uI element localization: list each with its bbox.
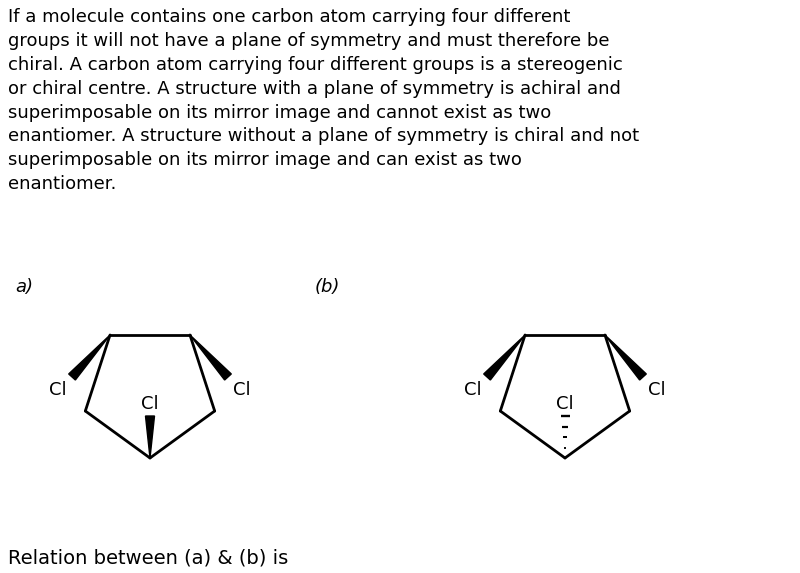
Text: Cl: Cl	[556, 395, 574, 413]
Polygon shape	[190, 335, 231, 380]
Text: Cl: Cl	[233, 381, 250, 399]
Text: Cl: Cl	[465, 381, 482, 399]
Polygon shape	[69, 335, 110, 380]
Text: If a molecule contains one carbon atom carrying four different
groups it will no: If a molecule contains one carbon atom c…	[8, 8, 639, 193]
Text: Relation between (a) & (b) is: Relation between (a) & (b) is	[8, 548, 288, 567]
Text: (b): (b)	[315, 278, 340, 296]
Polygon shape	[605, 335, 646, 380]
Polygon shape	[146, 416, 154, 458]
Text: Cl: Cl	[141, 395, 159, 413]
Text: Cl: Cl	[50, 381, 67, 399]
Polygon shape	[484, 335, 525, 380]
Text: a): a)	[15, 278, 33, 296]
Text: Cl: Cl	[648, 381, 666, 399]
